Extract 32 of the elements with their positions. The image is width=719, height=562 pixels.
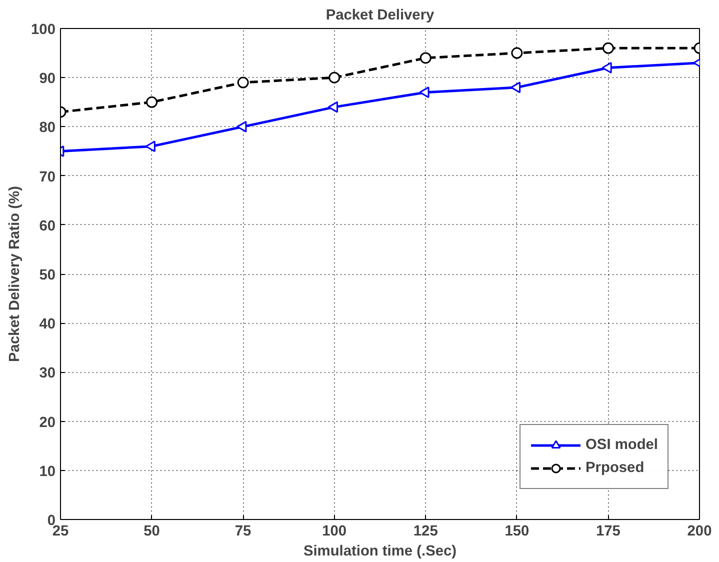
point bbox=[419, 86, 430, 98]
x-tick-label: 200 bbox=[687, 524, 712, 540]
point bbox=[602, 62, 612, 74]
point bbox=[510, 82, 521, 94]
point bbox=[236, 120, 247, 132]
y-axis-title: Packet Delivery Ratio (%) bbox=[7, 186, 24, 362]
x-tick-label: 75 bbox=[234, 524, 252, 540]
y-tick-label: 30 bbox=[39, 366, 56, 382]
y-tick-label: 50 bbox=[39, 268, 56, 284]
point bbox=[146, 96, 158, 108]
point bbox=[237, 76, 249, 88]
x-tick-label: 25 bbox=[52, 524, 69, 540]
x-tick-label: 125 bbox=[413, 524, 438, 540]
point bbox=[420, 52, 432, 64]
legend-label: OSI model bbox=[586, 437, 658, 453]
point bbox=[328, 72, 340, 84]
x-tick-label: 50 bbox=[144, 524, 160, 540]
chart-title: Packet Delivery bbox=[326, 8, 436, 24]
y-tick-label: 40 bbox=[39, 316, 56, 333]
x-tick-label: 100 bbox=[322, 524, 347, 540]
y-tick-label: 70 bbox=[39, 169, 56, 186]
x-tick-label: 150 bbox=[504, 524, 530, 540]
point bbox=[328, 101, 338, 113]
y-tick-label: 10 bbox=[39, 464, 56, 480]
x-tick-label: 175 bbox=[596, 524, 620, 540]
y-tick-label: 90 bbox=[39, 71, 56, 88]
y-tick-label: 100 bbox=[31, 22, 56, 38]
y-tick-label: 80 bbox=[39, 120, 56, 136]
y-tick-label: 20 bbox=[39, 414, 56, 431]
legend-label: Prposed bbox=[586, 460, 644, 476]
x-axis-title: Simulation time (.Sec) bbox=[303, 544, 457, 560]
y-tick-label: 60 bbox=[39, 218, 56, 234]
